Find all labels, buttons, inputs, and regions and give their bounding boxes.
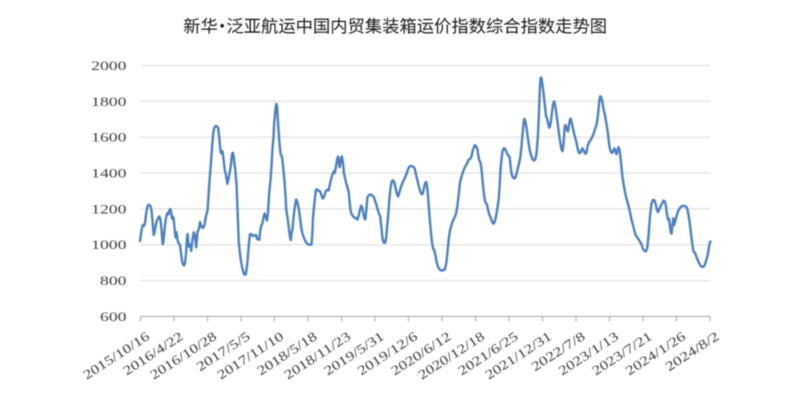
svg-text:1600: 1600 [91,130,126,145]
svg-text:1200: 1200 [91,201,126,216]
svg-text:1800: 1800 [91,94,126,109]
svg-text:600: 600 [100,309,127,324]
svg-text:1400: 1400 [91,166,126,181]
svg-text:2000: 2000 [91,58,126,73]
svg-text:1000: 1000 [91,237,126,252]
svg-text:800: 800 [100,273,127,288]
